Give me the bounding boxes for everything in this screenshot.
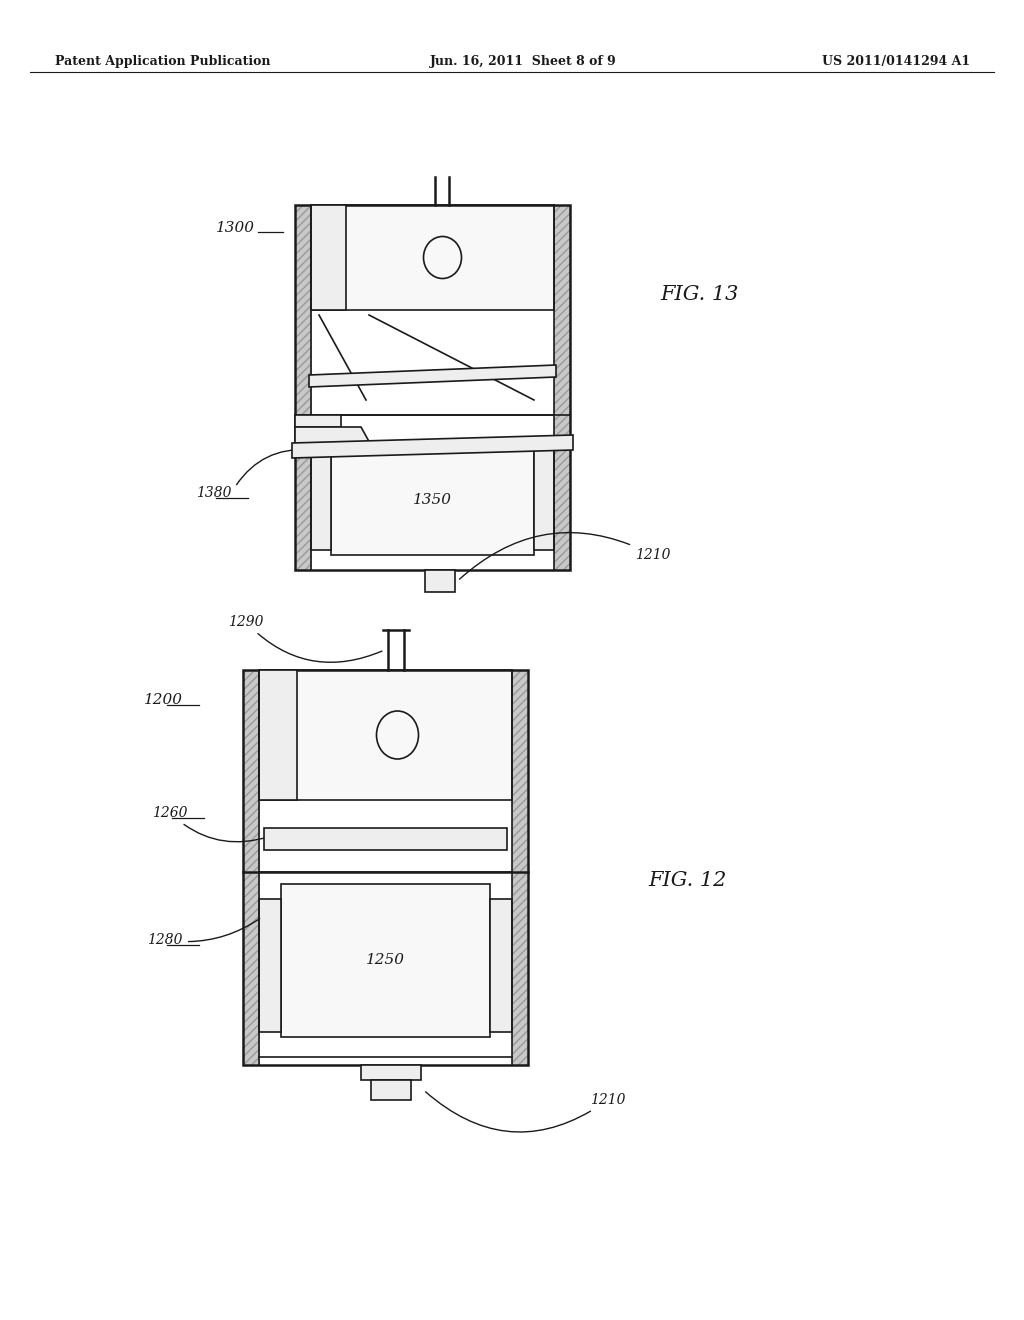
Text: 1350: 1350 [413,492,452,507]
Text: 1200: 1200 [144,693,183,708]
Bar [243,671,259,1065]
Bar [371,1080,411,1100]
Text: 1290: 1290 [228,615,382,663]
Bar [281,884,490,1038]
Text: 1260: 1260 [153,807,268,842]
Bar [311,450,331,550]
Polygon shape [292,436,573,458]
Text: Jun. 16, 2011  Sheet 8 of 9: Jun. 16, 2011 Sheet 8 of 9 [430,55,616,69]
Text: 1280: 1280 [147,919,260,946]
Bar [425,570,455,591]
Ellipse shape [424,236,462,279]
Bar [554,205,570,570]
Bar [534,450,554,550]
Bar [243,671,528,1065]
Bar [360,1065,421,1080]
Text: 1210: 1210 [460,532,671,579]
Text: US 2011/0141294 A1: US 2011/0141294 A1 [822,55,970,69]
Ellipse shape [377,711,419,759]
Polygon shape [295,414,341,426]
Bar [295,205,311,570]
Text: 1380: 1380 [197,486,232,500]
Bar [490,899,512,1032]
Bar [259,671,297,800]
Text: 1250: 1250 [366,953,406,968]
Text: 1300: 1300 [216,220,255,235]
Text: FIG. 13: FIG. 13 [660,285,738,305]
Bar [311,205,346,310]
Bar [311,205,554,310]
Text: 1210: 1210 [426,1092,626,1133]
Bar [512,671,528,1065]
Polygon shape [295,426,371,445]
Bar [295,205,570,570]
Polygon shape [309,366,556,387]
Text: Patent Application Publication: Patent Application Publication [55,55,270,69]
Bar [264,828,507,850]
Text: FIG. 12: FIG. 12 [648,870,726,890]
Bar [259,899,281,1032]
Bar [331,445,534,554]
Bar [259,671,512,800]
